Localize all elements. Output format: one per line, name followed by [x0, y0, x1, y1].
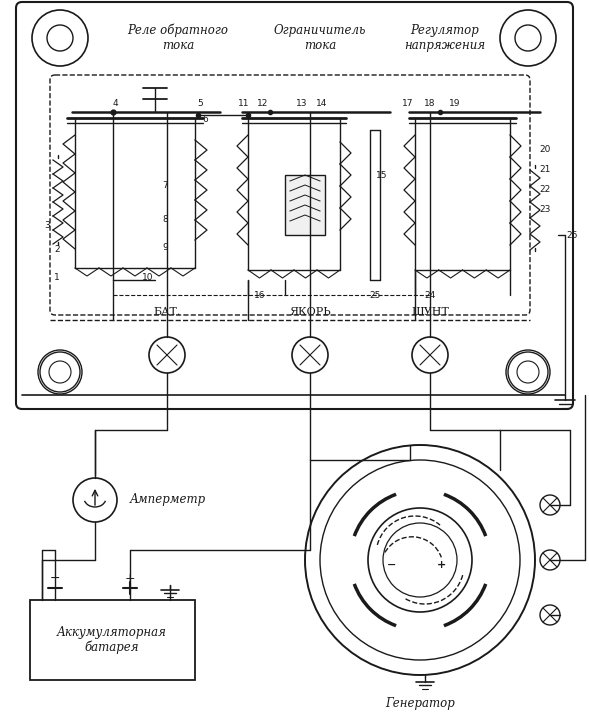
- Text: 17: 17: [402, 99, 413, 109]
- Text: Амперметр: Амперметр: [130, 494, 206, 507]
- Text: 21: 21: [540, 166, 551, 174]
- Text: 6: 6: [202, 116, 208, 125]
- Text: 20: 20: [540, 146, 551, 154]
- Circle shape: [73, 478, 117, 522]
- Text: −: −: [49, 571, 60, 584]
- Text: +: +: [125, 571, 135, 584]
- Text: 19: 19: [449, 99, 461, 109]
- Text: +: +: [438, 560, 446, 570]
- Text: 12: 12: [257, 99, 269, 109]
- Bar: [285, 175, 325, 235]
- Text: 3: 3: [44, 221, 50, 230]
- Text: 4: 4: [112, 99, 118, 109]
- Text: 10: 10: [143, 272, 154, 282]
- Text: 2: 2: [54, 245, 60, 255]
- Text: 26: 26: [566, 230, 578, 240]
- Text: 25: 25: [369, 290, 380, 300]
- Text: БАТ.: БАТ.: [153, 307, 181, 317]
- Text: Реле обратного
тока: Реле обратного тока: [127, 24, 229, 52]
- Text: 14: 14: [316, 99, 327, 109]
- Text: ЯКОРЬ: ЯКОРЬ: [289, 307, 331, 317]
- Circle shape: [305, 445, 535, 675]
- Text: 8: 8: [162, 216, 168, 224]
- Text: 16: 16: [254, 290, 266, 300]
- Text: Аккумуляторная
батарея: Аккумуляторная батарея: [57, 626, 167, 654]
- Text: 9: 9: [162, 243, 168, 253]
- Text: Ограничитель
тока: Ограничитель тока: [274, 24, 366, 52]
- Text: 15: 15: [376, 170, 388, 180]
- Text: Регулятор
напряжения: Регулятор напряжения: [405, 24, 485, 52]
- Text: 7: 7: [162, 180, 168, 190]
- Circle shape: [368, 508, 472, 612]
- Text: 11: 11: [238, 99, 250, 109]
- Text: 13: 13: [296, 99, 307, 109]
- Text: 24: 24: [425, 290, 436, 300]
- Text: 1: 1: [54, 274, 60, 282]
- Text: 23: 23: [540, 206, 551, 214]
- Text: ШУНТ: ШУНТ: [411, 307, 449, 317]
- Bar: [30, 600, 195, 680]
- Text: 5: 5: [197, 99, 203, 109]
- Text: 18: 18: [424, 99, 436, 109]
- Text: 22: 22: [540, 185, 551, 195]
- Text: Генератор: Генератор: [385, 696, 455, 710]
- Text: −: −: [388, 560, 396, 570]
